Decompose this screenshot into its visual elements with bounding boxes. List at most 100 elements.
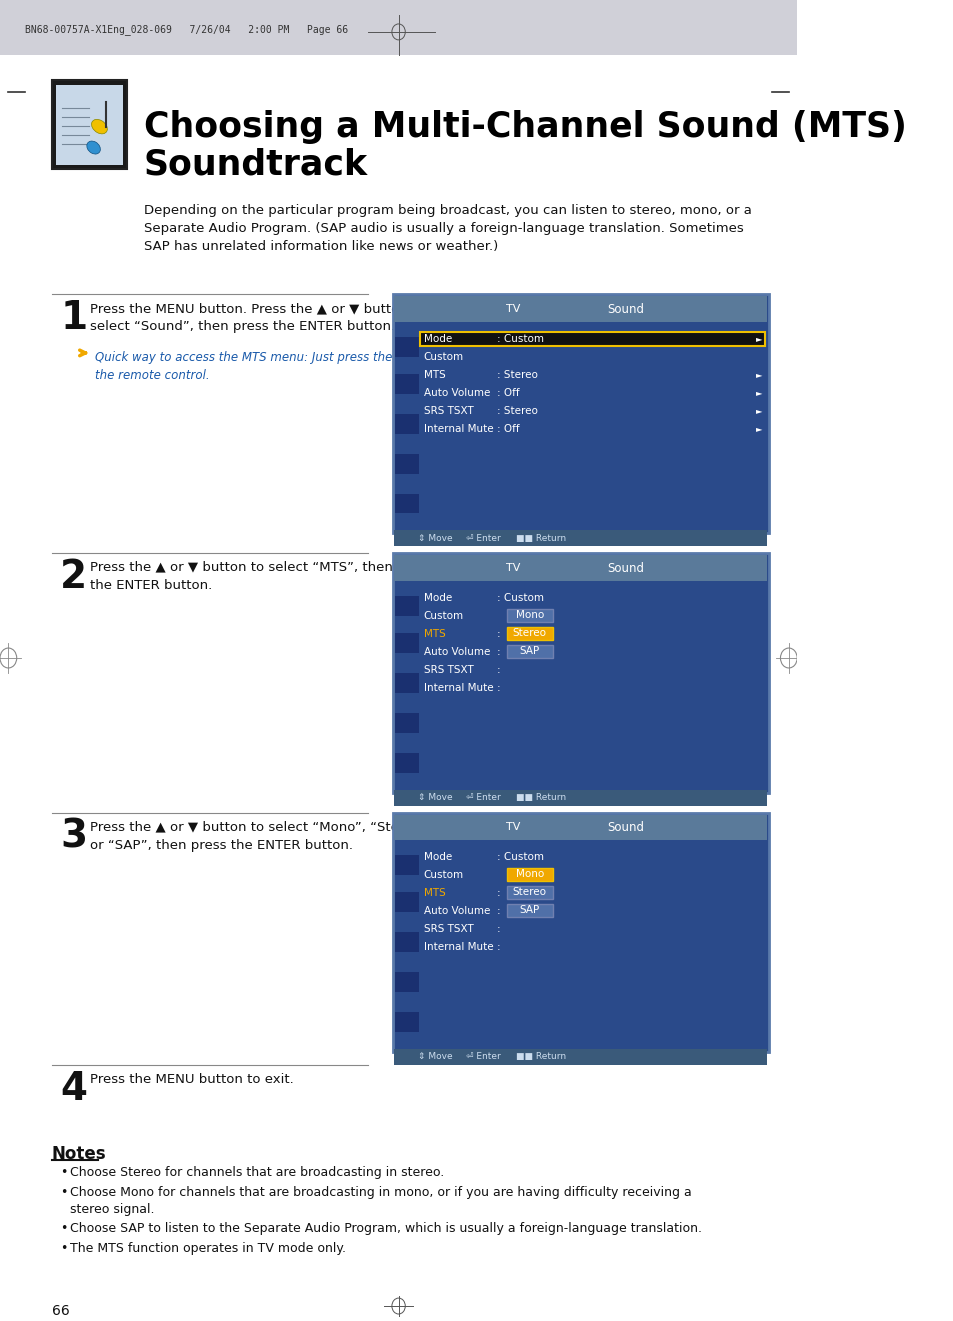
Text: :: :: [497, 647, 500, 657]
Text: ⇕ Move: ⇕ Move: [417, 793, 452, 802]
Text: Stereo: Stereo: [513, 888, 546, 897]
Text: :: :: [497, 925, 500, 934]
Text: SAP: SAP: [519, 905, 539, 915]
Text: Internal Mute: Internal Mute: [423, 683, 493, 694]
Bar: [394, 555, 766, 581]
Text: •: •: [60, 1242, 68, 1255]
Text: •: •: [60, 1186, 68, 1199]
Text: Custom: Custom: [423, 351, 463, 362]
Text: ⇕ Move: ⇕ Move: [417, 534, 452, 543]
Text: ►: ►: [755, 424, 761, 433]
Bar: [507, 609, 553, 622]
Bar: [507, 905, 553, 917]
Bar: [395, 374, 418, 394]
Bar: [507, 627, 553, 641]
Text: :: :: [497, 629, 500, 639]
Text: MTS: MTS: [423, 888, 445, 898]
Ellipse shape: [91, 119, 108, 133]
Text: : Custom: : Custom: [497, 593, 543, 604]
Text: ⏎ Enter: ⏎ Enter: [466, 1053, 500, 1061]
Text: Mode: Mode: [423, 852, 452, 863]
Text: ⏎ Enter: ⏎ Enter: [466, 793, 500, 802]
Text: :: :: [497, 888, 500, 898]
Bar: [395, 933, 418, 952]
Bar: [393, 553, 768, 793]
Text: Auto Volume: Auto Volume: [423, 906, 490, 917]
Bar: [394, 790, 766, 806]
Text: ■■ Return: ■■ Return: [516, 1053, 566, 1061]
Text: Custom: Custom: [423, 612, 463, 621]
Text: ►: ►: [755, 334, 761, 343]
Text: :: :: [497, 942, 500, 952]
Text: Mode: Mode: [423, 593, 452, 604]
Text: •: •: [60, 1166, 68, 1180]
Bar: [393, 812, 768, 1052]
Text: : Off: : Off: [497, 388, 519, 398]
Text: Press the MENU button. Press the ▲ or ▼ button to
select “Sound”, then press the: Press the MENU button. Press the ▲ or ▼ …: [91, 303, 425, 333]
Text: ►: ►: [755, 407, 761, 415]
Text: Press the ▲ or ▼ button to select “Mono”, “Stereo”
or “SAP”, then press the ENTE: Press the ▲ or ▼ button to select “Mono”…: [91, 820, 427, 852]
Bar: [395, 337, 418, 357]
Text: :: :: [497, 906, 500, 917]
Bar: [507, 645, 553, 658]
Bar: [395, 633, 418, 653]
Text: Internal Mute: Internal Mute: [423, 942, 493, 952]
Text: 66: 66: [51, 1304, 70, 1318]
Text: Choosing a Multi-Channel Sound (MTS): Choosing a Multi-Channel Sound (MTS): [144, 110, 905, 144]
Bar: [395, 596, 418, 616]
Bar: [395, 1012, 418, 1032]
Text: Sound: Sound: [607, 820, 643, 834]
Text: Choose Mono for channels that are broadcasting in mono, or if you are having dif: Choose Mono for channels that are broadc…: [71, 1186, 691, 1217]
Bar: [395, 713, 418, 733]
Text: : Stereo: : Stereo: [497, 406, 537, 416]
Bar: [420, 332, 763, 346]
Text: Mode: Mode: [423, 334, 452, 343]
Text: Choose Stereo for channels that are broadcasting in stereo.: Choose Stereo for channels that are broa…: [71, 1166, 444, 1180]
Text: TV: TV: [505, 823, 519, 832]
Text: Internal Mute: Internal Mute: [423, 424, 493, 433]
Bar: [395, 413, 418, 433]
Bar: [51, 79, 127, 169]
Text: Auto Volume: Auto Volume: [423, 388, 490, 398]
Text: ⏎ Enter: ⏎ Enter: [466, 534, 500, 543]
Bar: [394, 296, 766, 322]
Text: SRS TSXT: SRS TSXT: [423, 925, 473, 934]
Text: : Stereo: : Stereo: [497, 370, 537, 380]
Bar: [507, 886, 553, 900]
Text: The MTS function operates in TV mode only.: The MTS function operates in TV mode onl…: [71, 1242, 346, 1255]
Text: Sound: Sound: [607, 561, 643, 575]
Bar: [395, 753, 418, 773]
Text: Notes: Notes: [51, 1144, 107, 1162]
Text: Auto Volume: Auto Volume: [423, 647, 490, 657]
Bar: [395, 672, 418, 694]
Text: 1: 1: [60, 299, 87, 337]
Text: Mono: Mono: [516, 869, 543, 880]
Text: 3: 3: [60, 818, 87, 856]
Bar: [395, 494, 418, 514]
Text: : Off: : Off: [497, 424, 519, 433]
Bar: [507, 868, 553, 881]
Text: Custom: Custom: [423, 871, 463, 880]
Text: TV: TV: [505, 304, 519, 314]
Text: ⇕ Move: ⇕ Move: [417, 1053, 452, 1061]
Text: Depending on the particular program being broadcast, you can listen to stereo, m: Depending on the particular program bein…: [144, 205, 751, 254]
Text: :: :: [497, 664, 500, 675]
Bar: [395, 892, 418, 913]
Text: SAP: SAP: [519, 646, 539, 657]
Text: : Custom: : Custom: [497, 334, 543, 343]
Text: :: :: [497, 683, 500, 694]
Text: SRS TSXT: SRS TSXT: [423, 664, 473, 675]
Text: ►: ►: [755, 388, 761, 398]
Bar: [395, 972, 418, 992]
Text: Press the MENU button to exit.: Press the MENU button to exit.: [91, 1073, 294, 1086]
Bar: [393, 295, 768, 534]
Text: Soundtrack: Soundtrack: [144, 148, 368, 181]
Text: ►: ►: [755, 370, 761, 379]
Text: Quick way to access the MTS menu: Just press the “MTS” button on
the remote cont: Quick way to access the MTS menu: Just p…: [95, 351, 494, 382]
Text: 2: 2: [60, 559, 87, 596]
Text: MTS: MTS: [423, 629, 445, 639]
Text: ■■ Return: ■■ Return: [516, 534, 566, 543]
Bar: [395, 453, 418, 473]
Text: Sound: Sound: [607, 303, 643, 316]
Text: •: •: [60, 1222, 68, 1235]
